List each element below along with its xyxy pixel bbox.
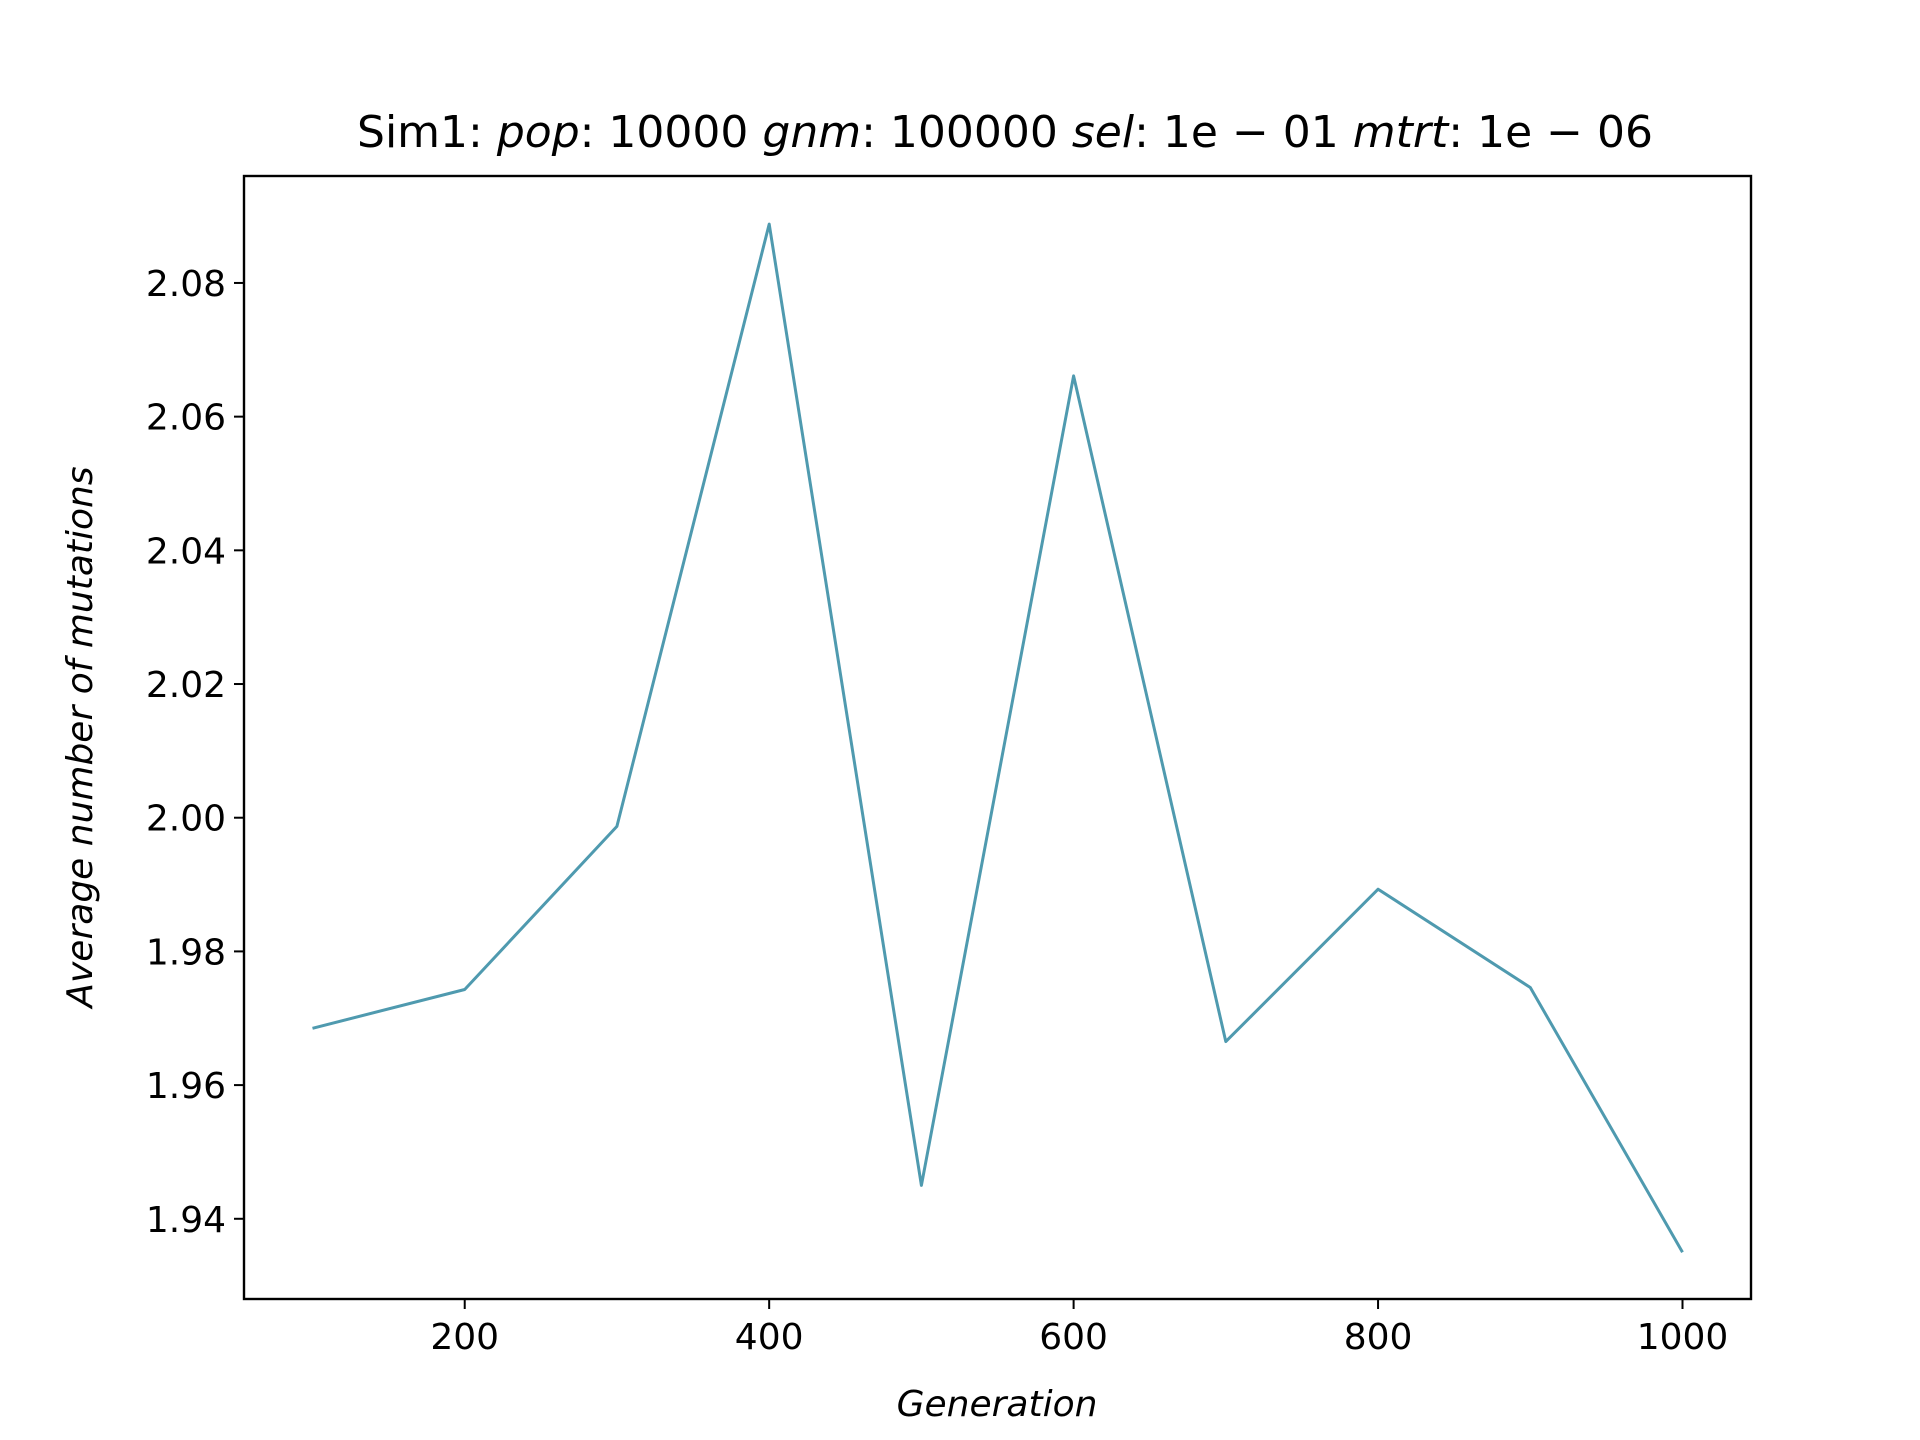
title-mtrt-value: : 1e − 06 xyxy=(1448,107,1653,158)
y-tick-label: 2.08 xyxy=(146,264,226,305)
x-axis-ticks: 200 400 600 800 1000 xyxy=(430,1299,1728,1358)
title-gnm-label: gnm xyxy=(762,107,861,158)
y-tick-label: 2.00 xyxy=(146,799,226,840)
x-tick-label: 400 xyxy=(735,1317,804,1358)
chart-title: Sim1: pop: 10000 gnm: 100000 sel: 1e − 0… xyxy=(357,107,1653,158)
title-sel-label: sel xyxy=(1072,107,1135,158)
title-mtrt-label: mtrt xyxy=(1353,107,1450,158)
x-axis-label: Generation xyxy=(897,1384,1098,1425)
y-tick-label: 2.06 xyxy=(146,398,226,439)
series-line xyxy=(312,222,1684,1253)
x-tick-label: 200 xyxy=(430,1317,499,1358)
y-tick-label: 1.98 xyxy=(146,932,226,973)
title-pop-value: : 10000 xyxy=(580,107,749,158)
x-tick-label: 600 xyxy=(1039,1317,1108,1358)
y-tick-label: 2.04 xyxy=(146,531,226,572)
y-tick-label: 2.02 xyxy=(146,665,226,706)
plot-frame xyxy=(242,174,1753,1301)
plot-layer xyxy=(312,222,1684,1253)
x-tick-label: 800 xyxy=(1344,1317,1413,1358)
title-pop-label: pop xyxy=(496,107,580,158)
title-gnm-value: : 100000 xyxy=(861,107,1058,158)
y-axis-ticks: 1.94 1.96 1.98 2.00 2.02 2.04 2.06 2.08 xyxy=(146,264,244,1241)
title-sel-value: : 1e − 01 xyxy=(1134,107,1339,158)
y-tick-label: 1.96 xyxy=(146,1066,226,1107)
y-tick-label: 1.94 xyxy=(146,1200,226,1241)
x-tick-label: 1000 xyxy=(1637,1317,1729,1358)
title-prefix: Sim1: xyxy=(357,107,497,158)
y-axis-label: Average number of mutations xyxy=(60,466,101,1009)
